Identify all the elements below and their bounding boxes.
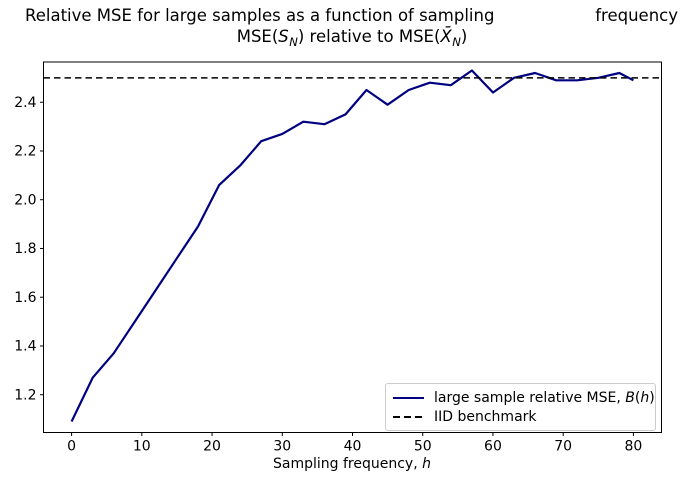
subtitle-math-s: S xyxy=(278,27,289,46)
chart-title: Relative MSE for large samples as a func… xyxy=(25,7,678,25)
y-tick-label: 2.2 xyxy=(14,144,36,160)
legend-entry-relative-mse: large sample relative MSE, B(h) xyxy=(393,390,655,406)
legend-label-text: large sample relative MSE, xyxy=(434,389,626,406)
x-axis-label-math-h: h xyxy=(422,456,431,472)
x-axis-label-text: Sampling frequency, xyxy=(273,456,423,472)
axes-frame xyxy=(43,61,662,433)
chart-subtitle: MSE(SN) relative to MSE(X̄N) xyxy=(43,27,661,49)
x-tick-label: 70 xyxy=(554,439,572,455)
x-tick-label: 10 xyxy=(133,439,151,455)
legend-label-text: ) xyxy=(649,389,655,406)
chart-title-left: Relative MSE for large samples as a func… xyxy=(25,6,495,25)
x-axis-label: Sampling frequency, h xyxy=(43,456,661,472)
legend-label: IID benchmark xyxy=(434,408,537,425)
y-tick-label: 2.0 xyxy=(14,192,36,208)
subtitle-sub-n: N xyxy=(289,34,298,49)
legend-math-b: B xyxy=(625,389,635,406)
x-tick-label: 40 xyxy=(344,439,362,455)
y-tick-label: 1.4 xyxy=(14,339,36,355)
legend-label: large sample relative MSE, B(h) xyxy=(434,390,655,406)
subtitle-text: ) xyxy=(460,27,468,46)
x-tick-label: 0 xyxy=(67,439,76,455)
y-tick-label: 1.6 xyxy=(14,290,36,306)
x-tick-label: 60 xyxy=(484,439,502,455)
x-tick-label: 80 xyxy=(624,439,642,455)
legend: large sample relative MSE, B(h) IID benc… xyxy=(385,383,656,431)
relative-mse-line xyxy=(70,69,634,422)
legend-entry-iid-benchmark: IID benchmark xyxy=(393,409,646,425)
subtitle-sub-n: N xyxy=(452,34,461,49)
legend-solid-line-sample xyxy=(393,396,424,399)
subtitle-text: MSE( xyxy=(236,27,279,46)
legend-dashed-line-sample xyxy=(393,415,424,418)
y-tick-label: 1.2 xyxy=(14,387,36,403)
y-tick-label: 1.8 xyxy=(14,241,36,257)
x-tick-label: 50 xyxy=(414,439,432,455)
subtitle-text: ) relative to MSE( xyxy=(297,27,441,46)
legend-math-h: h xyxy=(640,389,650,406)
legend-label-text: ( xyxy=(634,389,641,406)
y-tick-label: 2.4 xyxy=(14,95,36,111)
subtitle-math-xbar: X̄ xyxy=(440,27,452,46)
chart-title-right: frequency xyxy=(595,6,678,25)
x-tick-label: 30 xyxy=(273,439,291,455)
x-tick-label: 20 xyxy=(203,439,221,455)
